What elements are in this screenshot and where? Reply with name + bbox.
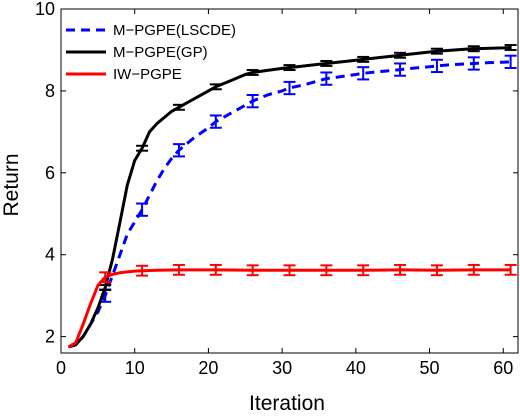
error-bar (320, 60, 333, 67)
error-bar (99, 284, 112, 291)
error-bar (172, 103, 185, 111)
x-tick-label: 10 (125, 358, 145, 378)
error-bar (467, 263, 480, 276)
error-bar (320, 264, 333, 277)
legend-label-1: M−PGPE(LSCDE) (113, 22, 236, 39)
y-tick-label: 4 (45, 245, 55, 265)
error-bar (246, 264, 259, 277)
y-axis-label: Return (0, 153, 23, 216)
error-bar (209, 114, 222, 129)
plot-frame (60, 8, 519, 354)
y-tick-label: 6 (45, 163, 55, 183)
error-bar (246, 69, 259, 76)
x-tick-label: 50 (420, 358, 440, 378)
y-tick-label: 8 (45, 81, 55, 101)
error-bar (283, 80, 296, 96)
error-bar (430, 264, 443, 277)
axes: 0 10 20 30 40 50 60 2 4 6 8 10 (35, 0, 519, 378)
x-tick-label: 30 (272, 358, 292, 378)
error-bar (394, 62, 407, 77)
error-bar (357, 66, 370, 81)
error-bar (394, 51, 407, 59)
error-bar (467, 56, 480, 71)
x-tick-label: 40 (346, 358, 366, 378)
error-bar (136, 202, 149, 217)
legend-label-3: IW−PGPE (113, 66, 182, 83)
error-bar (504, 44, 517, 51)
error-bar (99, 271, 112, 284)
legend-label-2: M−PGPE(GP) (113, 44, 208, 61)
error-bar (320, 71, 333, 86)
error-bar (136, 264, 149, 277)
x-tick-label: 60 (493, 358, 513, 378)
error-bar (246, 94, 259, 109)
error-bar (430, 47, 443, 55)
y-tick-label: 10 (35, 0, 55, 19)
error-bar (209, 263, 222, 276)
error-bar (172, 263, 185, 276)
error-bar (357, 55, 370, 63)
x-tick-label: 0 (56, 358, 66, 378)
error-bar (172, 143, 185, 158)
error-bar (209, 83, 222, 91)
y-tick-label: 2 (45, 327, 55, 347)
error-bar (467, 45, 480, 53)
error-bar (283, 264, 296, 277)
series-line-3 (67, 268, 511, 349)
series-lines (67, 44, 517, 349)
error-bar (136, 144, 149, 152)
error-bar (430, 58, 443, 74)
x-tick-label: 20 (198, 358, 218, 378)
error-bar (394, 263, 407, 276)
error-bar (283, 64, 296, 72)
error-bar (357, 264, 370, 277)
legend: M−PGPE(LSCDE) M−PGPE(GP) IW−PGPE (66, 22, 236, 83)
error-bar (504, 54, 517, 69)
error-bar (504, 263, 517, 276)
x-axis-label: Iteration (249, 392, 325, 414)
series-line-1 (67, 60, 511, 349)
